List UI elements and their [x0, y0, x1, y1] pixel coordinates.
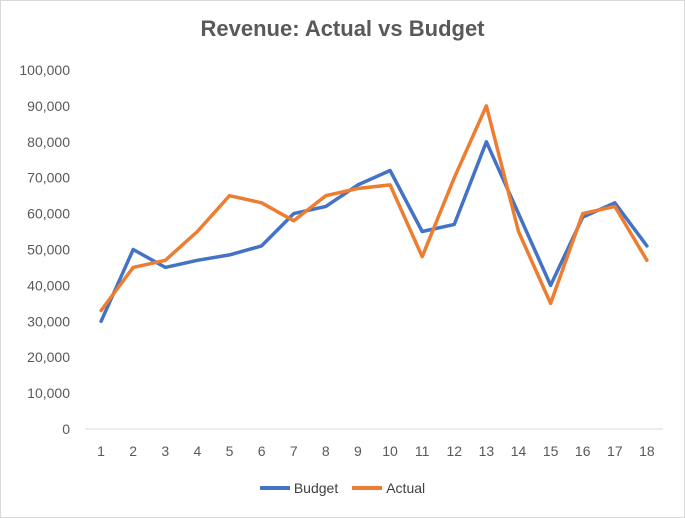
series-line-budget: [99, 140, 649, 324]
x-tick-label: 10: [382, 443, 398, 459]
legend-swatch-budget: [259, 486, 290, 490]
x-tick-label: 1: [97, 443, 105, 459]
legend-item-budget: Budget: [259, 480, 339, 496]
x-tick-label: 14: [511, 443, 527, 459]
y-tick-label: 70,000: [27, 170, 70, 186]
x-tick-label: 6: [258, 443, 266, 459]
y-tick-label: 80,000: [27, 134, 70, 150]
x-tick-label: 5: [226, 443, 234, 459]
series-group: [99, 104, 649, 324]
x-tick-label: 16: [575, 443, 591, 459]
y-tick-label: 60,000: [27, 206, 70, 222]
x-tick-label: 12: [446, 443, 462, 459]
x-tick-label: 7: [290, 443, 298, 459]
x-tick-label: 4: [193, 443, 201, 459]
legend-label-actual: Actual: [386, 480, 426, 496]
y-tick-label: 50,000: [27, 242, 70, 258]
y-tick-label: 100,000: [19, 62, 70, 78]
x-tick-label: 8: [322, 443, 330, 459]
y-tick-label: 40,000: [27, 277, 70, 293]
y-tick-label: 20,000: [27, 349, 70, 365]
x-tick-label: 15: [543, 443, 559, 459]
legend-item-actual: Actual: [352, 480, 425, 496]
y-tick-label: 90,000: [27, 98, 70, 114]
x-tick-label: 17: [607, 443, 623, 459]
x-tick-label: 18: [639, 443, 655, 459]
chart-title: Revenue: Actual vs Budget: [200, 16, 485, 41]
legend: Budget Actual: [0, 480, 685, 496]
y-axis: 0 10,000 20,000 30,000 40,000 50,000 60,000 70,…: [19, 62, 70, 437]
series-line-actual: [99, 104, 649, 313]
x-axis: 1 2 3 4 5 6 7 8 9 10 11 12 13 14 15 16 17 18: [85, 428, 663, 459]
x-tick-label: 13: [479, 443, 495, 459]
x-tick-label: 3: [161, 443, 169, 459]
y-tick-label: 10,000: [27, 385, 70, 401]
legend-swatch-actual: [352, 486, 383, 490]
y-tick-label: 30,000: [27, 313, 70, 329]
y-tick-label: 0: [62, 421, 70, 437]
legend-label-budget: Budget: [293, 480, 339, 496]
x-tick-label: 11: [415, 443, 430, 459]
x-tick-label: 9: [354, 443, 362, 459]
x-tick-label: 2: [129, 443, 137, 459]
